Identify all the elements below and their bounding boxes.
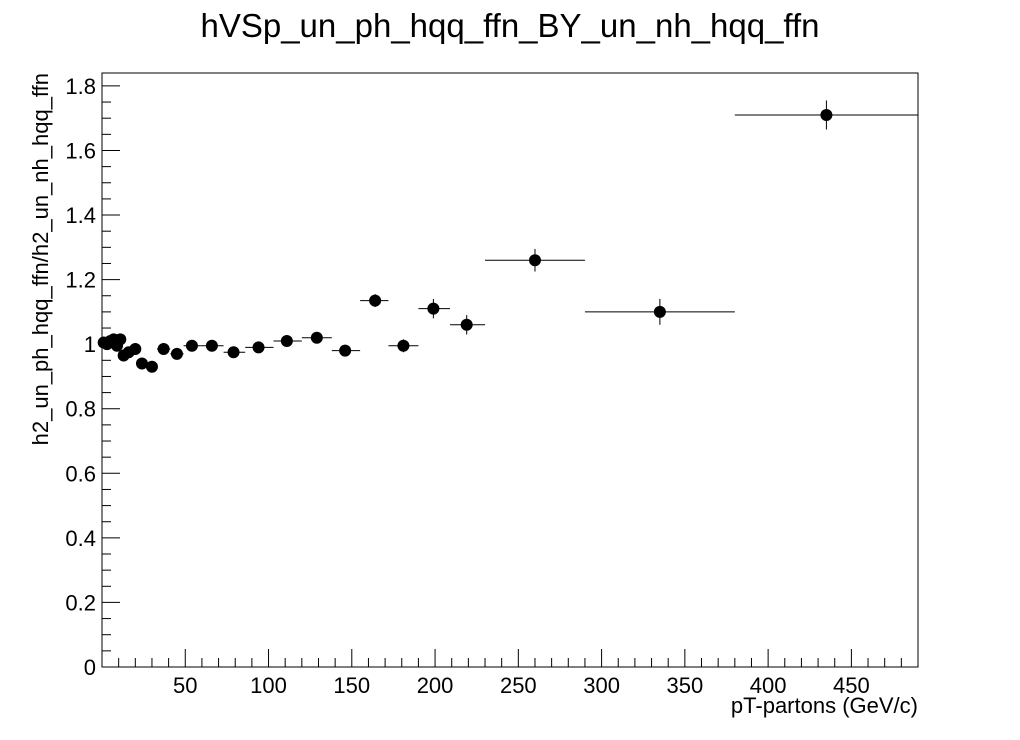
x-tick-label: 450 bbox=[833, 673, 870, 698]
data-point bbox=[245, 341, 274, 354]
y-tick-label: 0.6 bbox=[65, 461, 96, 486]
point-marker bbox=[280, 334, 293, 347]
point-marker bbox=[185, 339, 198, 352]
point-marker bbox=[129, 343, 142, 356]
data-point bbox=[584, 298, 735, 325]
data-point bbox=[273, 334, 302, 347]
axis-ticks: 50 100 150 200 250 300 350 400 450 0 0.2 0.4 0.6 0.8 1… bbox=[65, 74, 902, 698]
plot-frame bbox=[101, 72, 919, 668]
data-points bbox=[97, 100, 918, 373]
point-marker bbox=[820, 108, 833, 121]
y-tick-label: 1.2 bbox=[65, 268, 96, 293]
point-marker bbox=[135, 357, 148, 370]
data-point bbox=[183, 339, 201, 352]
point-marker bbox=[170, 347, 183, 360]
y-tick-label: 0.8 bbox=[65, 397, 96, 422]
x-tick-label: 350 bbox=[666, 673, 703, 698]
data-point bbox=[170, 347, 184, 360]
point-marker bbox=[145, 360, 158, 373]
point-marker bbox=[114, 333, 127, 346]
point-marker bbox=[227, 346, 240, 359]
x-tick-label: 300 bbox=[583, 673, 620, 698]
x-tick-label: 100 bbox=[250, 673, 287, 698]
point-marker bbox=[653, 305, 666, 318]
point-marker bbox=[427, 302, 440, 315]
data-point bbox=[734, 100, 918, 130]
data-point bbox=[145, 360, 158, 373]
point-marker bbox=[205, 339, 218, 352]
data-point bbox=[388, 339, 419, 353]
data-point bbox=[114, 333, 127, 346]
data-point bbox=[223, 346, 246, 359]
data-point bbox=[200, 339, 224, 352]
data-point bbox=[135, 357, 148, 370]
y-tick-label: 0 bbox=[84, 655, 96, 680]
x-axis-label: pT-partons (GeV/c) bbox=[731, 693, 918, 718]
y-tick-label: 0.2 bbox=[65, 590, 96, 615]
point-marker bbox=[397, 339, 410, 352]
chart-title: hVSp_un_ph_hqq_ffn_BY_un_nh_hqq_ffn bbox=[200, 7, 819, 44]
point-marker bbox=[157, 343, 170, 356]
data-point bbox=[485, 248, 585, 272]
data-point bbox=[129, 343, 142, 356]
point-marker bbox=[528, 254, 541, 267]
y-tick-label: 0.4 bbox=[65, 526, 96, 551]
plot-axes bbox=[101, 72, 919, 668]
y-tick-label: 1.6 bbox=[65, 138, 96, 163]
x-tick-label: 250 bbox=[500, 673, 537, 698]
x-tick-label: 400 bbox=[750, 673, 787, 698]
y-tick-label: 1.8 bbox=[65, 74, 96, 99]
point-marker bbox=[369, 294, 382, 307]
data-point bbox=[360, 294, 389, 308]
y-axis-label: h2_un_ph_hqq_ffn/h2_un_nh_hqq_ffn bbox=[28, 73, 53, 445]
data-point bbox=[301, 331, 332, 344]
point-marker bbox=[310, 331, 323, 344]
x-tick-label: 50 bbox=[173, 673, 197, 698]
x-tick-label: 200 bbox=[417, 673, 454, 698]
point-marker bbox=[339, 344, 352, 357]
y-tick-label: 1 bbox=[84, 332, 96, 357]
point-marker bbox=[460, 318, 473, 331]
data-point bbox=[331, 344, 361, 357]
x-tick-label: 150 bbox=[333, 673, 370, 698]
y-tick-label: 1.4 bbox=[65, 203, 96, 228]
point-marker bbox=[252, 341, 265, 354]
data-point bbox=[450, 315, 486, 335]
data-point bbox=[156, 343, 171, 356]
data-point bbox=[418, 298, 451, 319]
